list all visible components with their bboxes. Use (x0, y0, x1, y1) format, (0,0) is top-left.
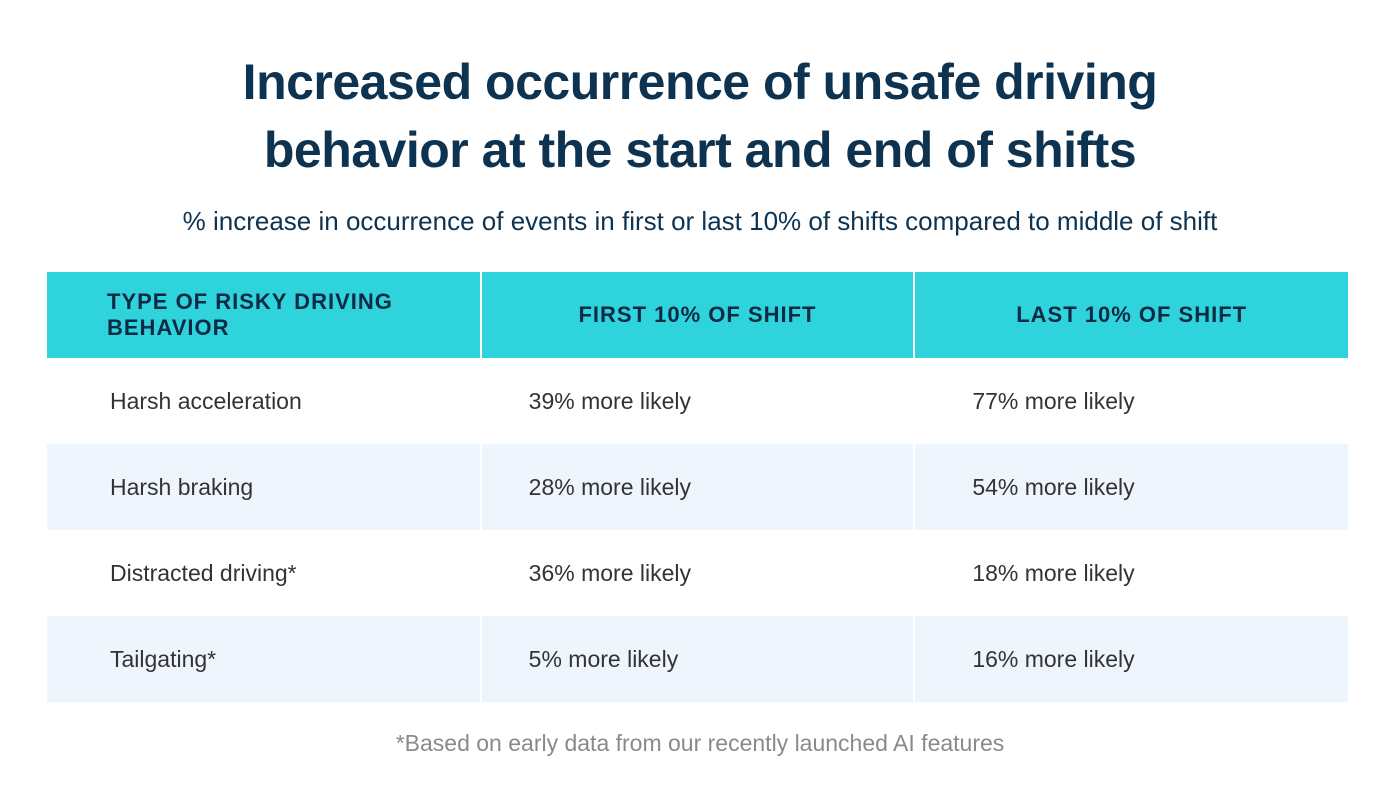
first-10-cell: 36% more likely (479, 530, 915, 616)
table-header-row: TYPE OF RISKY DRIVING BEHAVIOR FIRST 10%… (47, 272, 1348, 358)
last-10-cell: 77% more likely (913, 358, 1348, 444)
behavior-cell: Tailgating* (47, 616, 481, 702)
table-row: Distracted driving* 36% more likely 18% mo… (47, 530, 1348, 616)
behavior-cell: Harsh acceleration (110, 387, 302, 414)
subtitle: % increase in occurrence of events in fi… (182, 206, 1218, 236)
column-header-last-10: LAST 10% OF SHIFT (913, 272, 1348, 358)
column-header-first-10: FIRST 10% OF SHIFT (479, 272, 915, 358)
title-line-2: behavior at the start and end of shifts (263, 122, 1137, 178)
table-row: Harsh acceleration 39% more likely 77% mor… (47, 358, 1348, 444)
column-header-behavior: TYPE OF RISKY DRIVING BEHAVIOR (47, 272, 481, 358)
behavior-cell: Harsh braking (47, 444, 481, 530)
first-10-cell: 39% more likely (479, 358, 915, 444)
behavior-cell: Distracted driving* (110, 559, 297, 586)
footnote: *Based on early data from our recently l… (395, 730, 1005, 756)
last-10-cell: 18% more likely (913, 530, 1348, 616)
page-title: Increased occurrence of unsafe driving b… (0, 48, 1400, 184)
first-10-cell: 5% more likely (479, 616, 915, 702)
risky-driving-table: TYPE OF RISKY DRIVING BEHAVIOR FIRST 10%… (47, 272, 1348, 702)
last-10-cell: 54% more likely (913, 444, 1348, 530)
last-10-cell: 16% more likely (913, 616, 1348, 702)
table-row: Harsh braking 28% more likely 54% more lik… (47, 444, 1348, 530)
title-line-1: Increased occurrence of unsafe driving (242, 54, 1158, 110)
first-10-cell: 28% more likely (479, 444, 915, 530)
table-row: Tailgating* 5% more likely 16% more likely (47, 616, 1348, 702)
